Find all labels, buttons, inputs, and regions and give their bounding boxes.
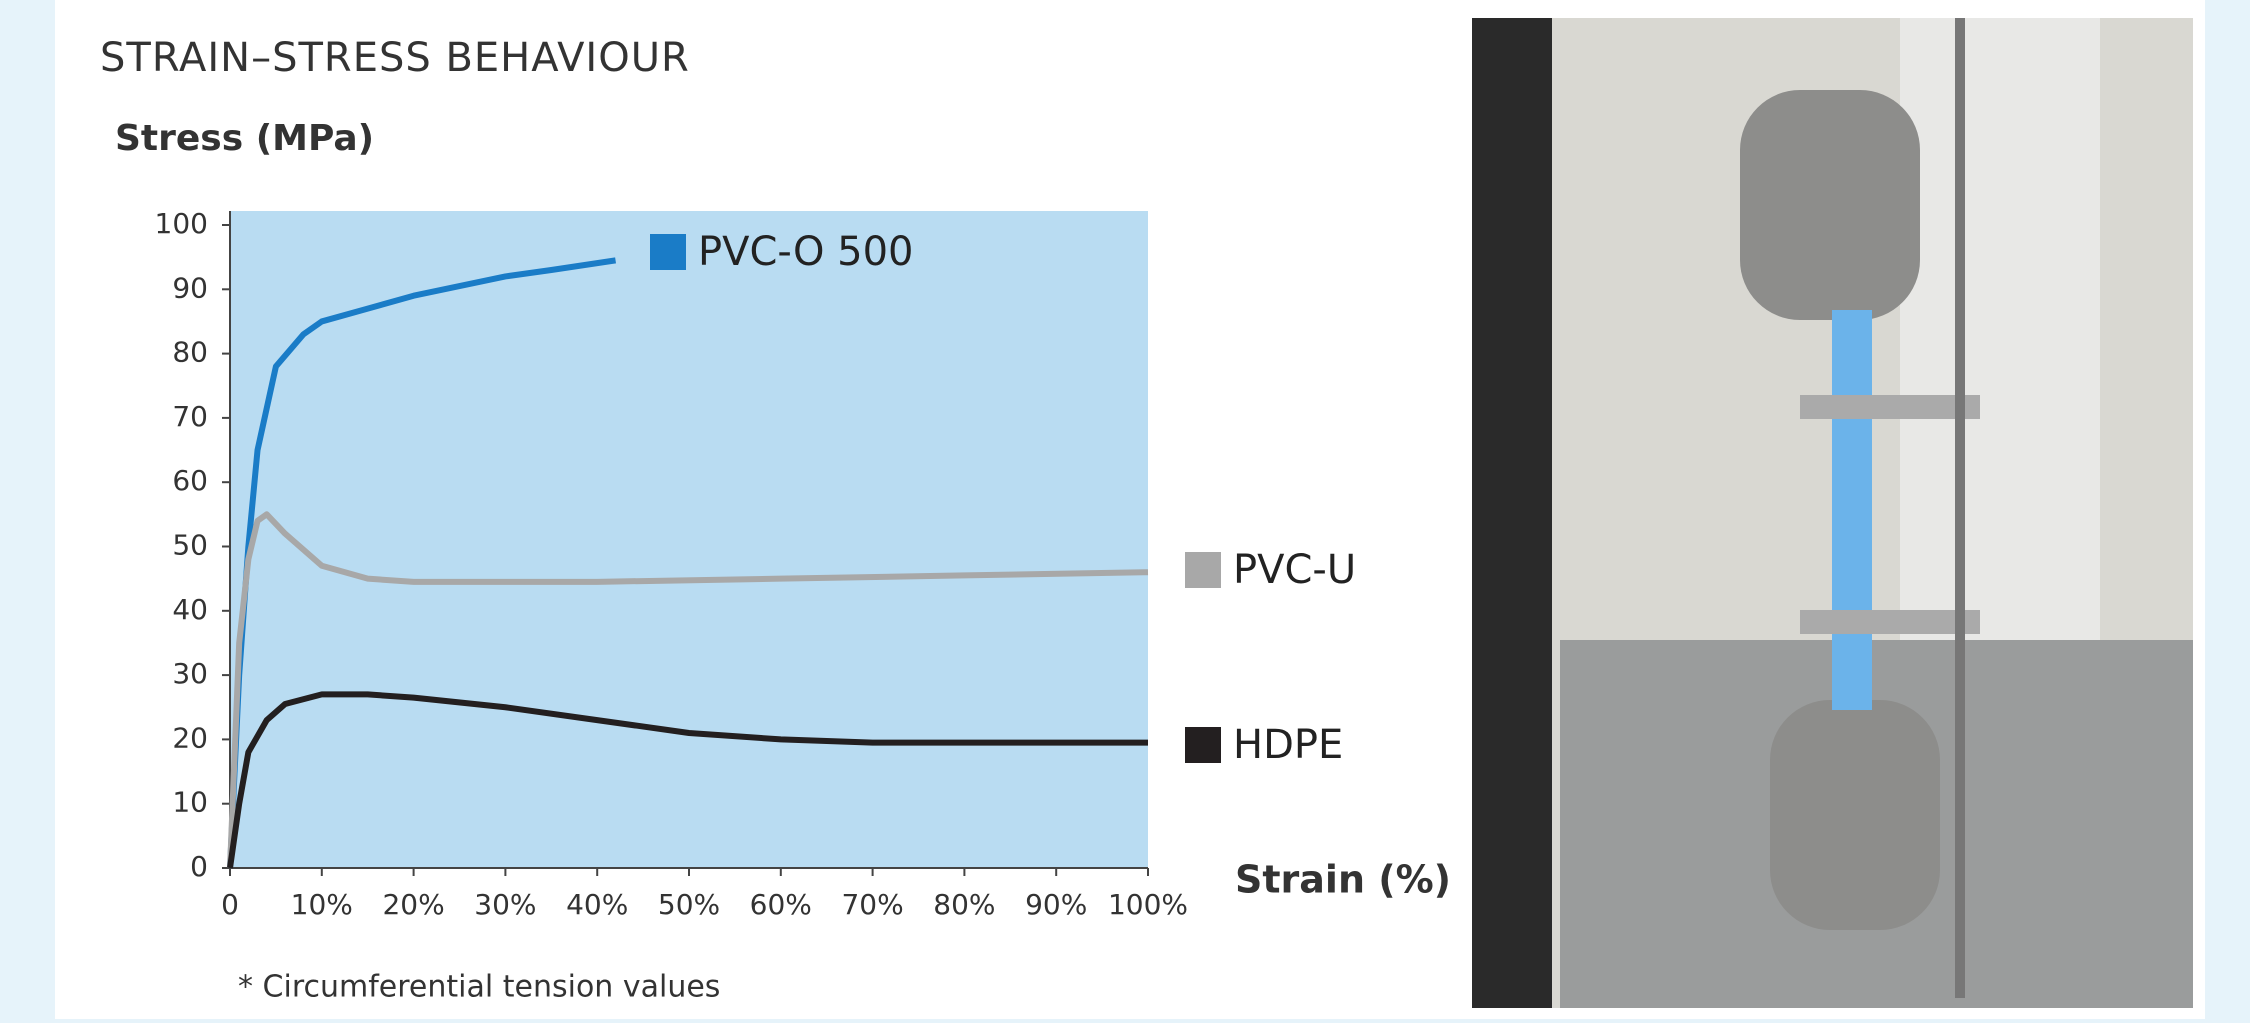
x-tick-label: 0	[221, 888, 239, 921]
x-tick-label: 100%	[1108, 888, 1188, 921]
y-tick-label: 40	[172, 593, 208, 626]
x-tick-label: 30%	[474, 888, 536, 921]
y-tick-label: 60	[172, 464, 208, 497]
x-tick-label: 60%	[750, 888, 812, 921]
x-tick-label: 70%	[841, 888, 903, 921]
y-tick-label: 20	[172, 721, 208, 754]
y-tick-label: 70	[172, 400, 208, 433]
legend-label: PVC-U	[1233, 547, 1356, 593]
legend-label: HDPE	[1233, 722, 1343, 768]
legend-swatch	[1185, 727, 1221, 763]
legend-label: PVC-O 500	[698, 229, 914, 275]
x-tick-label: 20%	[382, 888, 444, 921]
x-tick-label: 50%	[658, 888, 720, 921]
legend-swatch	[1185, 552, 1221, 588]
y-tick-label: 100	[155, 207, 208, 240]
x-tick-label: 80%	[933, 888, 995, 921]
y-tick-label: 90	[172, 271, 208, 304]
legend-swatch	[650, 234, 686, 270]
y-axis-label: Stress (MPa)	[115, 118, 374, 159]
y-tick-label: 30	[172, 657, 208, 690]
x-axis-label: Strain (%)	[1235, 858, 1451, 902]
page: STRAIN–STRESS BEHAVIOUR Stress (MPa) Str…	[0, 0, 2250, 1019]
y-tick-label: 80	[172, 336, 208, 369]
y-tick-label: 0	[190, 850, 208, 883]
x-tick-label: 10%	[291, 888, 353, 921]
photo	[1472, 18, 2193, 1008]
chart: STRAIN–STRESS BEHAVIOUR Stress (MPa) Str…	[0, 0, 2250, 1019]
x-tick-label: 40%	[566, 888, 628, 921]
footnote: * Circumferential tension values	[238, 970, 720, 1005]
x-tick-label: 90%	[1025, 888, 1087, 921]
y-tick-label: 10	[172, 786, 208, 819]
chart-title: STRAIN–STRESS BEHAVIOUR	[100, 35, 690, 81]
y-tick-label: 50	[172, 529, 208, 562]
